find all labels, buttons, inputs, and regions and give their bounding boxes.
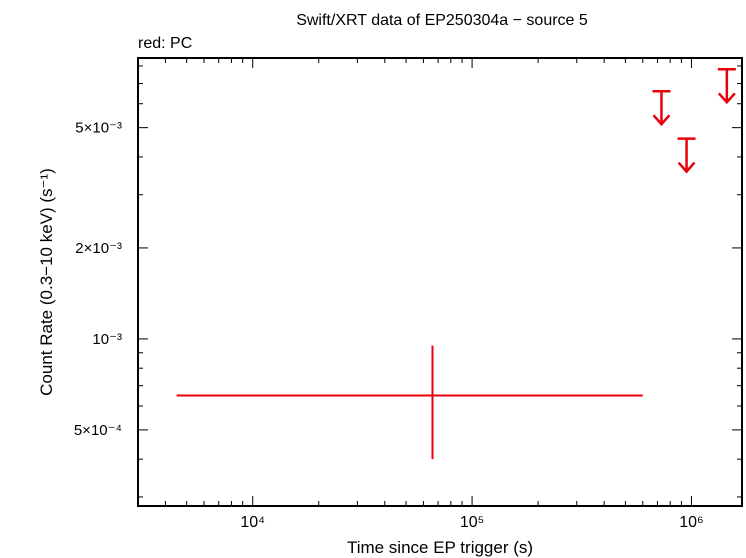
y-tick-label: 10⁻³ (92, 331, 122, 348)
plot-frame (137, 57, 743, 507)
upper-limit-arrowhead (652, 114, 671, 127)
x-tick-label: 10⁴ (240, 514, 265, 531)
chart-title: Swift/XRT data of EP250304a − source 5 (296, 12, 588, 29)
x-tick-label: 10⁵ (460, 514, 484, 531)
axis-ticks: 10⁴ 10⁵ 10⁶ 5×10⁻⁴ 10⁻³ 2×10⁻³ 5×10⁻³ (74, 58, 742, 531)
chart-subtitle: red: PC (138, 35, 192, 52)
data-layer (176, 68, 736, 460)
y-tick-label: 2×10⁻³ (75, 240, 122, 257)
x-tick-label: 10⁶ (679, 514, 703, 531)
upper-limit-arrowhead (717, 92, 736, 105)
y-axis-label: Count Rate (0.3−10 keV) (s⁻¹) (37, 168, 56, 396)
y-tick-label: 5×10⁻³ (75, 120, 122, 137)
upper-limit-arrowhead (677, 161, 696, 174)
x-axis-label: Time since EP trigger (s) (347, 538, 533, 557)
y-tick-label: 5×10⁻⁴ (74, 422, 122, 439)
